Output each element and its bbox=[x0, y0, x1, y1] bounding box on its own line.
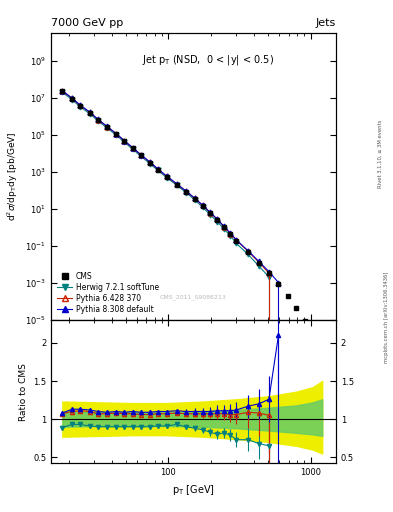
Herwig 7.2.1 softTune bbox=[266, 274, 271, 280]
Pythia 6.428 370 bbox=[155, 166, 160, 172]
Pythia 8.308 default bbox=[246, 248, 250, 254]
Pythia 6.428 370 bbox=[184, 188, 189, 195]
Pythia 6.428 370 bbox=[208, 209, 213, 216]
Herwig 7.2.1 softTune bbox=[208, 211, 213, 218]
Pythia 6.428 370 bbox=[114, 131, 119, 137]
Text: CMS_2011_S9086213: CMS_2011_S9086213 bbox=[160, 294, 227, 300]
Herwig 7.2.1 softTune bbox=[200, 204, 205, 210]
Herwig 7.2.1 softTune bbox=[87, 111, 92, 117]
Pythia 6.428 370 bbox=[87, 109, 92, 115]
Legend: CMS, Herwig 7.2.1 softTune, Pythia 6.428 370, Pythia 8.308 default: CMS, Herwig 7.2.1 softTune, Pythia 6.428… bbox=[55, 270, 161, 316]
Pythia 8.308 default bbox=[147, 159, 152, 165]
Pythia 8.308 default bbox=[256, 258, 261, 264]
Text: 7000 GeV pp: 7000 GeV pp bbox=[51, 18, 123, 28]
Pythia 6.428 370 bbox=[60, 88, 65, 94]
Pythia 8.308 default bbox=[174, 181, 179, 187]
Pythia 8.308 default bbox=[95, 116, 100, 122]
Herwig 7.2.1 softTune bbox=[222, 226, 226, 232]
Y-axis label: d$^2\sigma$/dp$_{\rm T}$dy [pb/GeV]: d$^2\sigma$/dp$_{\rm T}$dy [pb/GeV] bbox=[5, 132, 20, 222]
Herwig 7.2.1 softTune bbox=[95, 118, 100, 124]
Herwig 7.2.1 softTune bbox=[174, 182, 179, 188]
Herwig 7.2.1 softTune bbox=[130, 146, 135, 152]
Herwig 7.2.1 softTune bbox=[193, 197, 197, 203]
Pythia 6.428 370 bbox=[200, 202, 205, 208]
Pythia 8.308 default bbox=[155, 166, 160, 172]
Herwig 7.2.1 softTune bbox=[215, 219, 220, 225]
Pythia 8.308 default bbox=[222, 223, 226, 229]
Pythia 8.308 default bbox=[60, 88, 65, 94]
Pythia 6.428 370 bbox=[138, 152, 143, 158]
Herwig 7.2.1 softTune bbox=[164, 175, 169, 181]
Pythia 8.308 default bbox=[70, 95, 74, 101]
Herwig 7.2.1 softTune bbox=[147, 160, 152, 166]
Line: Pythia 8.308 default: Pythia 8.308 default bbox=[60, 88, 281, 285]
Herwig 7.2.1 softTune bbox=[246, 251, 250, 258]
Pythia 8.308 default bbox=[122, 138, 127, 144]
Pythia 6.428 370 bbox=[222, 224, 226, 230]
Herwig 7.2.1 softTune bbox=[105, 125, 109, 131]
Pythia 6.428 370 bbox=[70, 95, 74, 101]
Pythia 8.308 default bbox=[208, 209, 213, 216]
Pythia 8.308 default bbox=[114, 131, 119, 137]
Herwig 7.2.1 softTune bbox=[184, 189, 189, 196]
Pythia 6.428 370 bbox=[228, 230, 233, 237]
Herwig 7.2.1 softTune bbox=[78, 103, 83, 110]
Pythia 8.308 default bbox=[184, 188, 189, 194]
Pythia 8.308 default bbox=[105, 123, 109, 130]
Y-axis label: Ratio to CMS: Ratio to CMS bbox=[18, 362, 28, 421]
Pythia 6.428 370 bbox=[234, 238, 239, 244]
Pythia 6.428 370 bbox=[122, 138, 127, 144]
Herwig 7.2.1 softTune bbox=[60, 89, 65, 95]
Pythia 8.308 default bbox=[234, 237, 239, 243]
Pythia 8.308 default bbox=[266, 268, 271, 274]
Pythia 6.428 370 bbox=[193, 196, 197, 202]
Pythia 6.428 370 bbox=[215, 216, 220, 222]
Pythia 8.308 default bbox=[276, 280, 281, 286]
Pythia 8.308 default bbox=[130, 144, 135, 151]
X-axis label: p$_{\rm T}$ [GeV]: p$_{\rm T}$ [GeV] bbox=[172, 483, 215, 497]
Text: Jets: Jets bbox=[316, 18, 336, 28]
Pythia 6.428 370 bbox=[147, 159, 152, 165]
Herwig 7.2.1 softTune bbox=[138, 153, 143, 159]
Pythia 8.308 default bbox=[193, 195, 197, 201]
Pythia 8.308 default bbox=[228, 230, 233, 236]
Pythia 6.428 370 bbox=[95, 116, 100, 122]
Pythia 8.308 default bbox=[78, 102, 83, 108]
Pythia 8.308 default bbox=[164, 173, 169, 179]
Herwig 7.2.1 softTune bbox=[234, 241, 239, 247]
Text: Rivet 3.1.10, ≥ 3M events: Rivet 3.1.10, ≥ 3M events bbox=[378, 119, 383, 188]
Pythia 6.428 370 bbox=[256, 259, 261, 265]
Herwig 7.2.1 softTune bbox=[228, 233, 233, 239]
Herwig 7.2.1 softTune bbox=[256, 263, 261, 269]
Text: Jet p$_{\rm T}$ (NSD,  0 < |y| < 0.5): Jet p$_{\rm T}$ (NSD, 0 < |y| < 0.5) bbox=[142, 53, 274, 68]
Pythia 6.428 370 bbox=[164, 173, 169, 179]
Herwig 7.2.1 softTune bbox=[122, 139, 127, 145]
Herwig 7.2.1 softTune bbox=[114, 132, 119, 138]
Pythia 6.428 370 bbox=[105, 123, 109, 130]
Pythia 6.428 370 bbox=[130, 145, 135, 151]
Pythia 6.428 370 bbox=[78, 102, 83, 109]
Line: Herwig 7.2.1 softTune: Herwig 7.2.1 softTune bbox=[60, 90, 271, 280]
Pythia 6.428 370 bbox=[174, 181, 179, 187]
Herwig 7.2.1 softTune bbox=[155, 167, 160, 174]
Pythia 8.308 default bbox=[200, 202, 205, 208]
Pythia 8.308 default bbox=[215, 216, 220, 222]
Pythia 6.428 370 bbox=[246, 248, 250, 254]
Pythia 6.428 370 bbox=[266, 270, 271, 276]
Pythia 8.308 default bbox=[138, 152, 143, 158]
Line: Pythia 6.428 370: Pythia 6.428 370 bbox=[60, 89, 271, 275]
Text: mcplots.cern.ch [arXiv:1306.3436]: mcplots.cern.ch [arXiv:1306.3436] bbox=[384, 272, 389, 363]
Pythia 8.308 default bbox=[87, 109, 92, 115]
Herwig 7.2.1 softTune bbox=[70, 97, 74, 103]
